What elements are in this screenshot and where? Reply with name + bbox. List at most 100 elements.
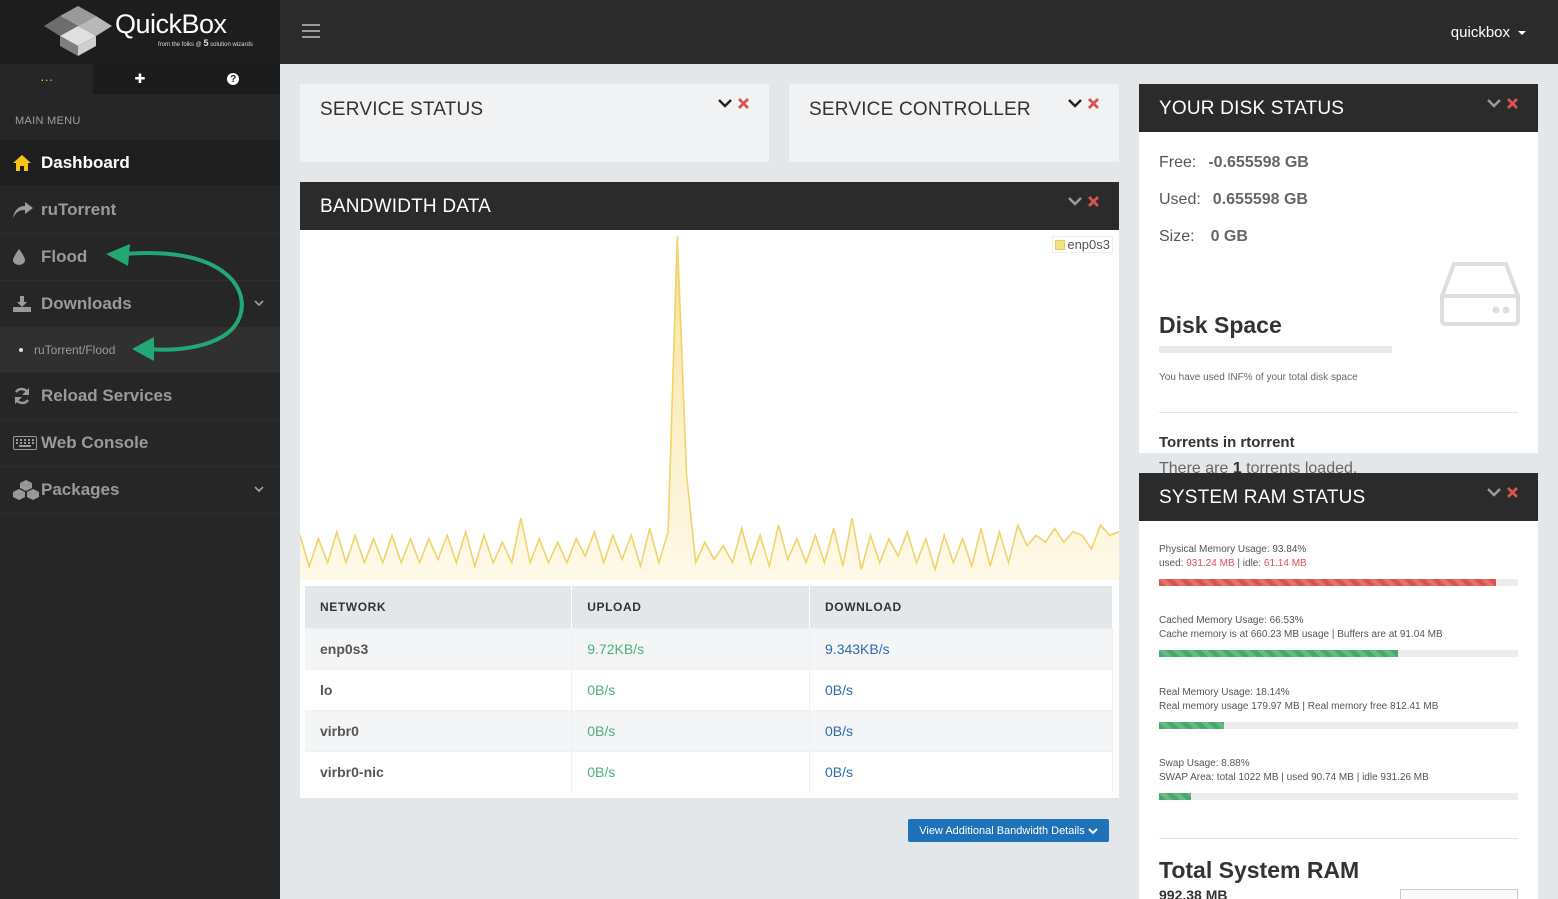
ram-label: Physical Memory Usage: 93.84% [1159,544,1307,555]
service-controller-panel: SERVICE CONTROLLER [789,84,1119,162]
hard-drive-icon [1440,262,1520,326]
torrents-title: Torrents in rtorrent [1159,434,1295,451]
download-icon [13,296,41,312]
service-status-panel: SERVICE STATUS [300,84,769,162]
brand-name: QuickBox [115,9,227,39]
view-bandwidth-details-button[interactable]: View Additional Bandwidth Details [908,819,1109,842]
chevron-down-icon [254,295,264,310]
upload-rate: 0B/s [571,668,811,710]
keyboard-icon [13,436,41,450]
column-header: UPLOAD [571,586,811,628]
cubes-icon [13,480,41,500]
collapse-chevron-icon[interactable] [1068,95,1082,113]
ram-body: Physical Memory Usage: 93.84% used: 931.… [1139,521,1538,899]
close-icon[interactable] [738,96,749,113]
total-ram-title: Total System RAM [1159,857,1360,883]
bandwidth-chart [300,235,1119,580]
collapse-chevron-icon[interactable] [1487,95,1501,113]
ram-detail: used: 931.24 MB | idle: 61.14 MB [1159,558,1307,569]
disk-usage-note: You have used INF% of your total disk sp… [1159,372,1358,383]
network-name: virbr0-nic [305,750,573,792]
ram-progress-bar [1159,793,1518,800]
submenu-item-label: ruTorrent/Flood [34,343,116,357]
user-menu[interactable]: quickbox [1451,24,1526,41]
quickbox-logo-icon [44,6,112,56]
disk-size: Size: 0 GB [1159,228,1248,245]
sidebar-item-packages[interactable]: Packages [0,467,280,514]
ram-detail: Cache memory is at 660.23 MB usage | Buf… [1159,629,1443,640]
button-label: View Additional Bandwidth Details [919,824,1085,837]
network-name: enp0s3 [305,627,573,669]
sidebar-item-reload-services[interactable]: Reload Services [0,373,280,420]
drop-icon [13,249,41,265]
column-header: DOWNLOAD [809,586,1113,628]
close-icon[interactable] [1507,485,1518,502]
table-row: enp0s3 9.72KB/s 9.343KB/s [305,627,1113,669]
sidebar-item-label: Dashboard [41,153,130,172]
sidebar: QuickBox from the folks @ 5 solution wiz… [0,0,280,899]
collapse-chevron-icon[interactable] [1068,193,1082,211]
divider [1159,412,1518,413]
column-header: NETWORK [305,586,573,628]
physical-memory-block: Physical Memory Usage: 93.84% used: 931.… [1159,543,1518,586]
ram-progress-bar [1159,650,1518,657]
brand-subtitle: from the folks @ 5 solution wizards [158,38,253,48]
chart-legend: enp0s3 [1052,236,1113,253]
sidebar-item-label: Downloads [41,294,132,313]
panel-title: YOUR DISK STATUS [1159,98,1345,119]
close-icon[interactable] [1088,194,1099,211]
clear-memory-button[interactable] [1400,889,1518,899]
ram-label: Real Memory Usage: 18.14% [1159,687,1290,698]
ram-progress-bar [1159,579,1518,586]
ram-detail: SWAP Area: total 1022 MB | used 90.74 MB… [1159,772,1429,783]
torrents-count-line: There are 1 torrents loaded. [1159,460,1358,477]
ram-label: Cached Memory Usage: 66.53% [1159,615,1304,626]
question-icon[interactable]: ? [187,64,280,94]
download-rate: 0B/s [809,750,1113,792]
puzzle-icon[interactable]: ✚ [134,71,146,86]
panel-title: SYSTEM RAM STATUS [1159,487,1366,508]
disk-body: Free: -0.655598 GB Used: 0.655598 GB Size:… [1139,132,1538,477]
sidebar-tabs: ··· ✚ ? [0,64,280,94]
real-memory-block: Real Memory Usage: 18.14% Real memory us… [1159,686,1518,729]
caret-down-icon [1518,31,1526,36]
logo[interactable]: QuickBox from the folks @ 5 solution wiz… [0,0,280,64]
download-rate: 9.343KB/s [809,627,1113,669]
sidebar-item-label: ruTorrent [41,200,117,219]
sidebar-item-flood[interactable]: Flood [0,234,280,281]
divider [1159,838,1518,839]
collapse-chevron-icon[interactable] [1487,484,1501,502]
collapse-chevron-icon[interactable] [718,95,732,113]
total-ram-value: 992.38 MB [1159,887,1228,899]
bullet-icon [19,348,23,352]
sidebar-item-rutorrent[interactable]: ruTorrent [0,187,280,234]
upload-rate: 9.72KB/s [571,627,811,669]
annotation-arrow [106,244,244,361]
download-rate: 0B/s [809,709,1113,751]
share-icon [13,202,41,218]
table-row: virbr0-nic 0B/s 0B/s [305,750,1113,792]
ram-detail: Real memory usage 179.97 MB | Real memor… [1159,701,1439,712]
cached-memory-block: Cached Memory Usage: 66.53% Cache memory… [1159,614,1518,657]
network-name: lo [305,668,573,710]
home-icon [13,155,41,171]
ellipsis-icon[interactable]: ··· [0,64,94,94]
sidebar-item-web-console[interactable]: Web Console [0,420,280,467]
disk-used: Used: 0.655598 GB [1159,191,1308,208]
close-icon[interactable] [1088,96,1099,113]
network-name: virbr0 [305,709,573,751]
main-menu-label: MAIN MENU [15,115,81,127]
topbar: quickbox [280,0,1558,64]
table-row: lo 0B/s 0B/s [305,668,1113,710]
chevron-down-icon [254,481,264,496]
menu-toggle-icon[interactable] [302,24,320,42]
close-icon[interactable] [1507,96,1518,113]
sidebar-item-dashboard[interactable]: Dashboard [0,140,280,187]
ram-progress-bar [1159,722,1518,729]
sidebar-item-downloads[interactable]: Downloads [0,281,280,328]
bandwidth-panel: BANDWIDTH DATA enp0s3 NETWORK UPLOAD DOW… [300,182,1119,798]
swap-memory-block: Swap Usage: 8.88% SWAP Area: total 1022 … [1159,757,1518,800]
panel-title: BANDWIDTH DATA [320,196,491,217]
panel-title: SERVICE STATUS [320,99,484,120]
download-rate: 0B/s [809,668,1113,710]
